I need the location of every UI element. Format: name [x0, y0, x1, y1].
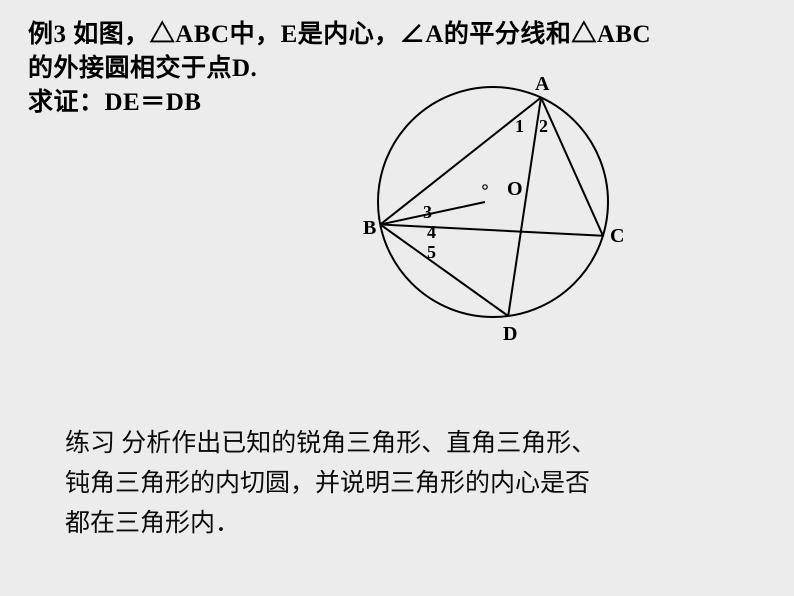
practice-l2: 钝角三角形的内切圆，并说明三角形的内心是否 — [65, 464, 596, 504]
angle-4: 4 — [427, 222, 436, 242]
txt-ang: ∠A — [400, 21, 444, 48]
txt-1c: 的平分线和 — [444, 21, 572, 48]
label-A: A — [535, 73, 550, 95]
txt-tri2: △ABC — [571, 21, 651, 48]
practice-text: 练习 分析作出已知的锐角三角形、直角三角形、 钝角三角形的内切圆，并说明三角形的… — [65, 424, 596, 544]
line-BC — [380, 225, 603, 236]
circumcircle — [378, 87, 608, 317]
angle-2: 2 — [539, 116, 548, 136]
txt-1a: 例3 如图， — [28, 21, 150, 48]
label-O: O — [507, 178, 523, 200]
label-D: D — [503, 323, 517, 345]
angle-5: 5 — [427, 242, 436, 262]
txt-tri1: △ABC — [150, 21, 230, 48]
line-AD — [508, 98, 541, 317]
center-mark — [483, 185, 487, 189]
geometry-figure: A B C D O 1 2 3 4 5 — [345, 52, 655, 352]
label-B: B — [363, 217, 376, 239]
practice-l3: 都在三角形内． — [65, 504, 596, 544]
angle-1: 1 — [515, 116, 524, 136]
angle-3: 3 — [423, 202, 432, 222]
txt-1b: 中，E是内心， — [230, 21, 400, 48]
label-C: C — [610, 225, 624, 247]
practice-l1: 练习 分析作出已知的锐角三角形、直角三角形、 — [65, 424, 596, 464]
